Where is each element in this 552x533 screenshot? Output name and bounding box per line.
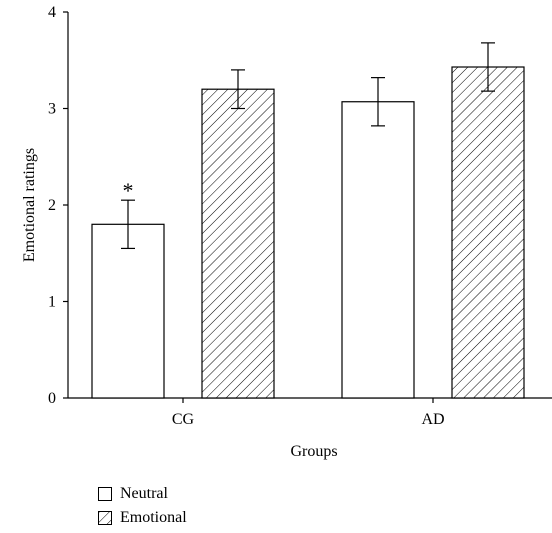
x-tick-label-cg: CG	[172, 411, 195, 428]
legend-swatch-emotional	[98, 511, 112, 525]
legend-label-emotional: Emotional	[120, 509, 187, 526]
legend-item-neutral: Neutral	[98, 482, 187, 506]
bar-neutral-ad	[341, 101, 415, 399]
y-tick-label: 2	[48, 197, 56, 214]
bar-neutral-cg	[91, 223, 165, 399]
significance-annotation: *	[123, 178, 134, 203]
bar-chart: 0 1 2 3 4 CG AD * Emotional ratings Groups	[21, 4, 552, 460]
bars	[91, 66, 525, 399]
y-tick-label: 0	[48, 390, 56, 407]
y-tick-label: 1	[48, 294, 56, 311]
y-tick-label: 3	[48, 101, 56, 118]
bar-emotional-cg	[201, 88, 275, 399]
y-axis-label: Emotional ratings	[21, 148, 38, 262]
legend-swatch-neutral	[98, 487, 112, 501]
x-axis-label: Groups	[290, 443, 337, 460]
y-tick-label: 4	[48, 4, 56, 21]
legend-label-neutral: Neutral	[120, 485, 168, 502]
error-bars: *	[121, 42, 495, 250]
x-tick-label-ad: AD	[421, 411, 444, 428]
bar-emotional-ad	[451, 66, 525, 399]
legend-item-emotional: Emotional	[98, 506, 187, 530]
legend: Neutral Emotional	[98, 482, 187, 530]
axis-labels: Emotional ratings Groups	[21, 148, 338, 460]
